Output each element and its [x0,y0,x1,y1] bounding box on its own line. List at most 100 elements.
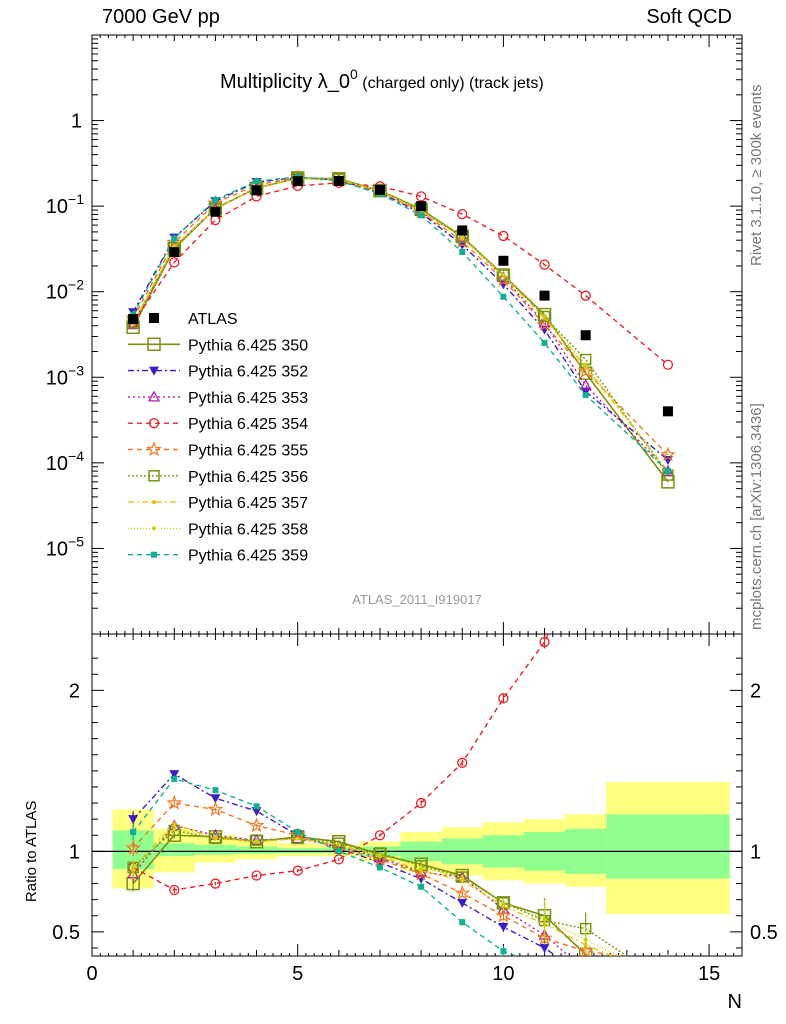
marker [172,821,177,826]
ratio-series-358 [131,825,621,956]
marker [333,837,345,850]
marker [501,273,506,278]
marker [166,794,183,810]
marker [210,206,221,217]
marker [583,937,588,942]
x-tick-label: 0 [86,963,97,985]
marker [539,943,550,953]
marker [207,195,224,210]
marker [207,801,224,817]
legend: ATLAS Pythia 6.425 350 Pythia 6.425 352 Pyt… [128,311,308,565]
x-tick-label: 10 [492,963,514,985]
marker [500,948,507,955]
x-axis-label: N [728,991,742,1013]
marker [663,965,673,974]
marker [579,378,592,390]
legend-item: Pythia 6.425 359 [128,548,308,565]
marker [333,175,344,186]
ratio-frame [91,633,743,957]
chart-title-extra: (charged only) (track jets) [358,75,544,92]
marker [459,248,466,255]
marker [662,359,674,370]
marker [581,973,591,982]
band-inner [235,846,278,854]
legend-item: Pythia 6.425 350 [128,337,308,354]
marker [125,839,141,855]
ratio-y-axis-label: Ratio to ATLAS [23,801,40,902]
marker [542,916,547,921]
marker [169,247,180,258]
marker [210,794,221,804]
marker [667,954,669,956]
main-series [125,169,676,489]
y-tick-label: 10−3 [46,362,84,389]
legend-label: Pythia 6.425 353 [188,390,308,407]
marker [130,829,137,836]
chart-title: Multiplicity λ_00 (charged only) (track … [220,66,544,93]
ratio-y-tick-label: 0.5 [52,922,80,944]
marker [542,964,548,970]
marker [577,943,594,956]
y-tick-exponent: −4 [68,448,84,464]
ratio-series-359 [130,775,548,970]
marker [151,551,157,558]
marker [539,259,550,270]
chart-title-main: Multiplicity λ_0 [220,71,350,93]
marker [171,775,178,782]
y-tick-base: 10 [46,453,68,475]
marker [294,829,301,836]
marker [460,234,465,239]
marker [497,269,510,281]
marker [459,919,466,926]
series-line [132,182,669,366]
legend-label: Pythia 6.425 359 [188,548,308,565]
ratio-y-tick-label-right: 2 [750,680,761,702]
marker [210,214,221,226]
marker [169,770,180,780]
marker [580,290,591,301]
marker [169,884,180,896]
marker [248,817,265,833]
legend-label: ATLAS [188,311,238,328]
ratio-y-tick-label: 1 [69,841,80,863]
legend-item: Pythia 6.425 356 [128,469,308,486]
band-inner [194,844,236,855]
category-label: Soft QCD [646,6,732,28]
marker [457,225,468,236]
ratio-y-tick-label-right: 0.5 [750,922,778,944]
legend-item: Pythia 6.425 357 [128,495,308,512]
marker [416,201,427,212]
marker [254,839,259,844]
mcplots-reference-label: mcplots.cern.ch [arXiv:1306.3436] [748,403,765,630]
marker [580,330,591,341]
energy-label: 7000 GeV pp [102,6,220,28]
marker [577,363,594,378]
ratio-y-tick-label: 2 [69,680,80,702]
marker [251,807,262,817]
marker [537,307,552,322]
band-inner [277,848,319,853]
marker [501,900,506,905]
marker [542,313,547,318]
marker [335,848,342,855]
y-tick-exponent: −5 [68,533,84,549]
legend-item: Pythia 6.425 352 [128,364,308,381]
main-frame [91,34,743,635]
marker [374,830,386,841]
legend-label: Pythia 6.425 358 [188,521,308,538]
legend-label: Pythia 6.425 356 [188,469,308,486]
marker [149,313,159,323]
marker [333,854,344,865]
marker [418,212,425,219]
marker [213,834,218,839]
marker [212,196,219,203]
band-inner [606,814,730,879]
marker [498,230,509,242]
marker [128,313,139,324]
y-tick-base: 10 [46,538,68,560]
marker [661,475,675,489]
marker [498,693,509,704]
marker [147,337,161,352]
marker [539,290,550,301]
ratio-y-tick-label-right: 1 [750,841,761,863]
